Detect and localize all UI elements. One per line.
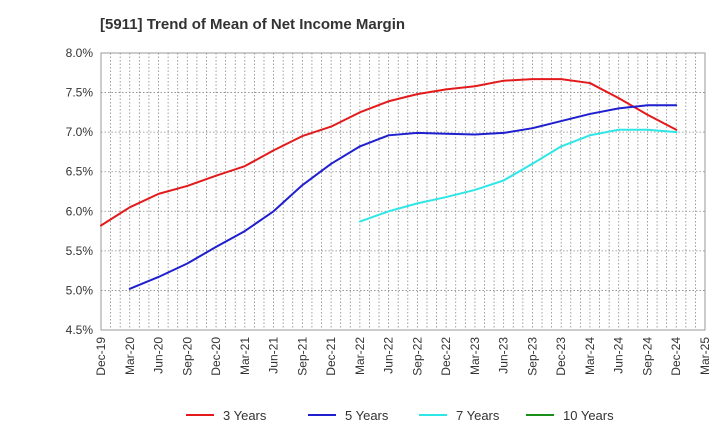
x-tick-label: Mar-25 (698, 337, 712, 375)
x-tick-label: Jun-24 (612, 337, 626, 374)
x-tick-label: Dec-20 (209, 337, 223, 376)
x-tick-label: Jun-20 (152, 337, 166, 374)
x-tick-label: Mar-22 (353, 337, 367, 375)
x-tick-label: Sep-22 (410, 337, 424, 376)
series-line-7-years (358, 128, 678, 223)
x-tick-label: Sep-21 (295, 337, 309, 376)
plot-area (100, 52, 706, 331)
legend: 3 Years 5 Years 7 Years 10 Years (186, 408, 614, 423)
y-tick-label: 7.5% (66, 86, 94, 100)
chart-title: [5911] Trend of Mean of Net Income Margi… (100, 16, 405, 33)
x-tick-label: Jun-23 (497, 337, 511, 374)
y-tick-label: 8.0% (66, 46, 94, 60)
x-tick-label: Dec-22 (439, 337, 453, 376)
x-tick-label: Mar-23 (468, 337, 482, 375)
plot-border (100, 52, 706, 331)
y-tick-label: 5.0% (66, 283, 94, 297)
x-tick-label: Mar-24 (583, 337, 597, 375)
series-line-3-years (100, 78, 678, 227)
x-tick-label: Sep-20 (180, 337, 194, 376)
y-tick-label: 6.0% (66, 204, 94, 218)
y-tick-label: 7.0% (66, 125, 94, 139)
series-line-5-years (128, 104, 678, 290)
legend-label-10-years: 10 Years (563, 408, 614, 423)
x-tick-label: Jun-22 (382, 337, 396, 374)
y-tick-label: 5.5% (66, 244, 94, 258)
x-tick-label: Mar-21 (238, 337, 252, 375)
x-tick-label: Dec-19 (94, 337, 108, 376)
series-group (100, 78, 678, 290)
legend-label-3-years: 3 Years (223, 408, 267, 423)
y-tick-label: 6.5% (66, 165, 94, 179)
x-tick-label: Mar-20 (123, 337, 137, 375)
legend-label-7-years: 7 Years (456, 408, 500, 423)
x-tick-label: Jun-21 (267, 337, 281, 374)
legend-label-5-years: 5 Years (345, 408, 389, 423)
x-tick-label: Sep-23 (525, 337, 539, 376)
x-tick-label: Dec-23 (554, 337, 568, 376)
x-tick-label: Dec-24 (669, 337, 683, 376)
grid (101, 53, 705, 330)
y-axis: 4.5% 5.0% 5.5% 6.0% 6.5% 7.0% 7.5% 8.0% (66, 46, 94, 337)
x-tick-label: Dec-21 (324, 337, 338, 376)
y-tick-label: 4.5% (66, 323, 94, 337)
x-tick-label: Sep-24 (640, 337, 654, 376)
x-axis: Dec-19 Mar-20 Jun-20 Sep-20 Dec-20 Mar-21 Jun-… (94, 337, 712, 376)
